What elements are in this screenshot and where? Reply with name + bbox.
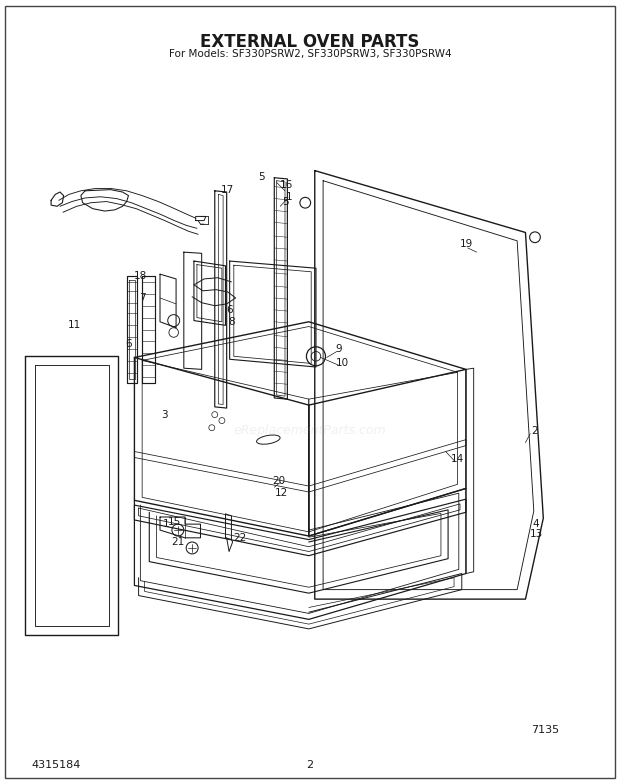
Text: 4315184: 4315184	[31, 760, 81, 770]
Text: 9: 9	[335, 344, 342, 354]
Text: 17: 17	[221, 185, 234, 194]
Text: 13: 13	[529, 528, 542, 539]
Text: 5: 5	[258, 172, 265, 182]
Text: 22: 22	[233, 533, 246, 543]
Text: 18: 18	[134, 271, 147, 281]
Text: EXTERNAL OVEN PARTS: EXTERNAL OVEN PARTS	[200, 33, 420, 51]
Text: 1: 1	[286, 192, 293, 201]
Text: 2: 2	[306, 760, 314, 770]
Text: 3: 3	[161, 409, 167, 419]
Text: 2: 2	[532, 426, 538, 436]
Text: For Models: SF330PSRW2, SF330PSRW3, SF330PSRW4: For Models: SF330PSRW2, SF330PSRW3, SF33…	[169, 49, 451, 59]
Text: 5: 5	[281, 197, 288, 206]
Text: 21: 21	[171, 537, 185, 547]
Text: 11: 11	[68, 321, 81, 330]
Text: 7: 7	[139, 293, 146, 303]
Text: 6: 6	[226, 305, 233, 315]
Text: 1: 1	[162, 519, 169, 529]
Text: eReplacementParts.com: eReplacementParts.com	[234, 424, 386, 437]
Text: 6: 6	[126, 339, 133, 350]
Text: 8: 8	[228, 317, 235, 327]
Text: 4: 4	[533, 519, 539, 529]
Text: 16: 16	[280, 180, 293, 190]
Text: 10: 10	[336, 358, 349, 368]
Text: 12: 12	[275, 488, 288, 498]
Text: 14: 14	[451, 454, 464, 463]
Text: 20: 20	[272, 476, 286, 486]
Text: 19: 19	[459, 239, 472, 249]
Text: 15: 15	[167, 517, 181, 527]
Text: 7135: 7135	[531, 725, 560, 735]
